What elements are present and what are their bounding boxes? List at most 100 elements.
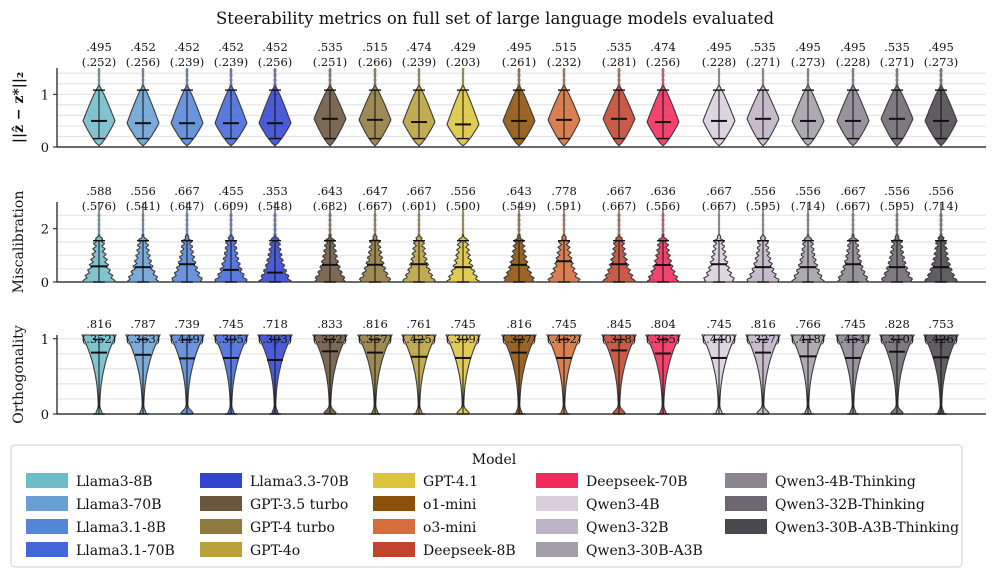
violin-18: .828(.310) [879, 317, 915, 415]
violin-8: .761(.425) [401, 317, 437, 415]
y-axis-label: Miscalibration [11, 191, 27, 294]
violin-15: .816(.327) [745, 317, 781, 415]
violin-7: .647(.667) [358, 184, 392, 283]
legend-swatch [200, 473, 242, 488]
median-label: .535 [317, 40, 343, 54]
violin-8: .474(.239) [402, 40, 436, 147]
iqr-label: (.261) [502, 55, 537, 69]
iqr-label: (.595) [880, 199, 915, 213]
iqr-label: (.203) [446, 55, 481, 69]
violin-13: .804(.365) [645, 317, 681, 415]
iqr-label: (.327) [746, 332, 781, 346]
median-label: .804 [650, 317, 676, 331]
violin-16: .766(.418) [790, 317, 826, 415]
iqr-label: (.682) [313, 199, 348, 213]
violin-13: .474(.256) [646, 40, 680, 147]
iqr-label: (.393) [258, 332, 293, 346]
iqr-label: (.266) [358, 55, 393, 69]
violin-2: .787(.363) [125, 317, 161, 415]
median-label: .556 [750, 184, 776, 198]
legend: Model Llama3-8BLlama3-70BLlama3.1-8BLlam… [10, 444, 963, 568]
violin-1: .588(.576) [82, 184, 116, 283]
legend-swatch [26, 542, 68, 557]
legend-swatch [373, 496, 415, 511]
violin-18: .556(.595) [880, 184, 915, 283]
legend-entry: o3-mini [373, 519, 477, 536]
iqr-label: (.352) [82, 332, 117, 346]
violin-6: .535(.251) [313, 40, 347, 147]
legend-entry: Qwen3-30B-A3B-Thinking [725, 519, 959, 536]
violin-9: .429(.203) [446, 40, 481, 147]
iqr-label: (.271) [880, 55, 915, 69]
legend-label: Qwen3-32B [586, 520, 669, 536]
violin-19: .753(.426) [923, 317, 959, 415]
iqr-label: (.318) [602, 332, 637, 346]
median-label: .636 [650, 184, 676, 198]
violin-2: .556(.541) [126, 184, 160, 283]
median-label: .745 [840, 317, 866, 331]
violin-13: .636(.556) [646, 184, 681, 283]
median-label: .452 [262, 40, 288, 54]
median-label: .816 [506, 317, 532, 331]
violin-4: .745(.395) [213, 317, 249, 415]
violin-9: .556(.500) [446, 184, 480, 283]
violin-19: .495(.273) [924, 40, 958, 147]
iqr-label: (.239) [214, 55, 249, 69]
violin-5: .353(.548) [258, 184, 292, 283]
median-label: .745 [551, 317, 577, 331]
iqr-label: (.363) [126, 332, 161, 346]
median-label: .766 [795, 317, 821, 331]
median-label: .556 [450, 184, 476, 198]
legend-label: Llama3-70B [76, 497, 161, 513]
iqr-label: (.667) [836, 199, 871, 213]
violin-1: .495(.252) [82, 40, 116, 147]
iqr-label: (.714) [791, 199, 826, 213]
violin-4: .452(.239) [214, 40, 249, 147]
iqr-label: (.256) [126, 55, 161, 69]
median-label: .761 [406, 317, 432, 331]
iqr-label: (.273) [791, 55, 826, 69]
iqr-label: (.556) [646, 199, 681, 213]
legend-swatch [200, 496, 242, 511]
iqr-label: (.667) [602, 199, 637, 213]
violin-16: .495(.273) [791, 40, 826, 147]
median-label: .667 [406, 184, 432, 198]
iqr-label: (.591) [547, 199, 582, 213]
iqr-label: (.239) [170, 55, 205, 69]
median-label: .828 [884, 317, 910, 331]
median-label: .816 [750, 317, 776, 331]
median-label: .816 [86, 317, 112, 331]
median-label: .643 [506, 184, 532, 198]
legend-swatch [536, 519, 578, 534]
iqr-label: (.256) [258, 55, 293, 69]
legend-entry: Qwen3-4B [536, 496, 660, 513]
legend-swatch [26, 519, 68, 534]
violin-11: .778(.591) [547, 184, 582, 283]
median-label: .643 [317, 184, 343, 198]
legend-label: Llama3.1-8B [76, 520, 166, 536]
iqr-label: (.228) [836, 55, 871, 69]
legend-label: Llama3.1-70B [76, 543, 175, 559]
median-label: .495 [86, 40, 112, 54]
panel-1: 01||ẑ − z*||₂.495(.252).452(.256).452(.2… [11, 40, 986, 156]
violin-14: .495(.228) [702, 40, 736, 147]
legend-label: Qwen3-4B [586, 497, 660, 513]
legend-entry: GPT-4o [200, 542, 300, 559]
median-label: .556 [795, 184, 821, 198]
iqr-label: (.440) [702, 332, 737, 346]
median-label: .495 [795, 40, 821, 54]
median-label: .535 [750, 40, 776, 54]
median-label: .745 [450, 317, 476, 331]
median-label: .556 [130, 184, 156, 198]
violin-9: .745(.399) [445, 317, 481, 415]
violin-1: .816(.352) [81, 317, 117, 415]
legend-swatch [373, 542, 415, 557]
violin-14: .667(.667) [701, 184, 737, 283]
iqr-label: (.714) [924, 199, 959, 213]
legend-entry: Llama3.1-8B [26, 519, 166, 536]
median-label: .429 [450, 40, 476, 54]
median-label: .778 [551, 184, 577, 198]
legend-entry: Llama3.3-70B [200, 473, 349, 490]
y-tick-label: 0 [41, 141, 49, 156]
